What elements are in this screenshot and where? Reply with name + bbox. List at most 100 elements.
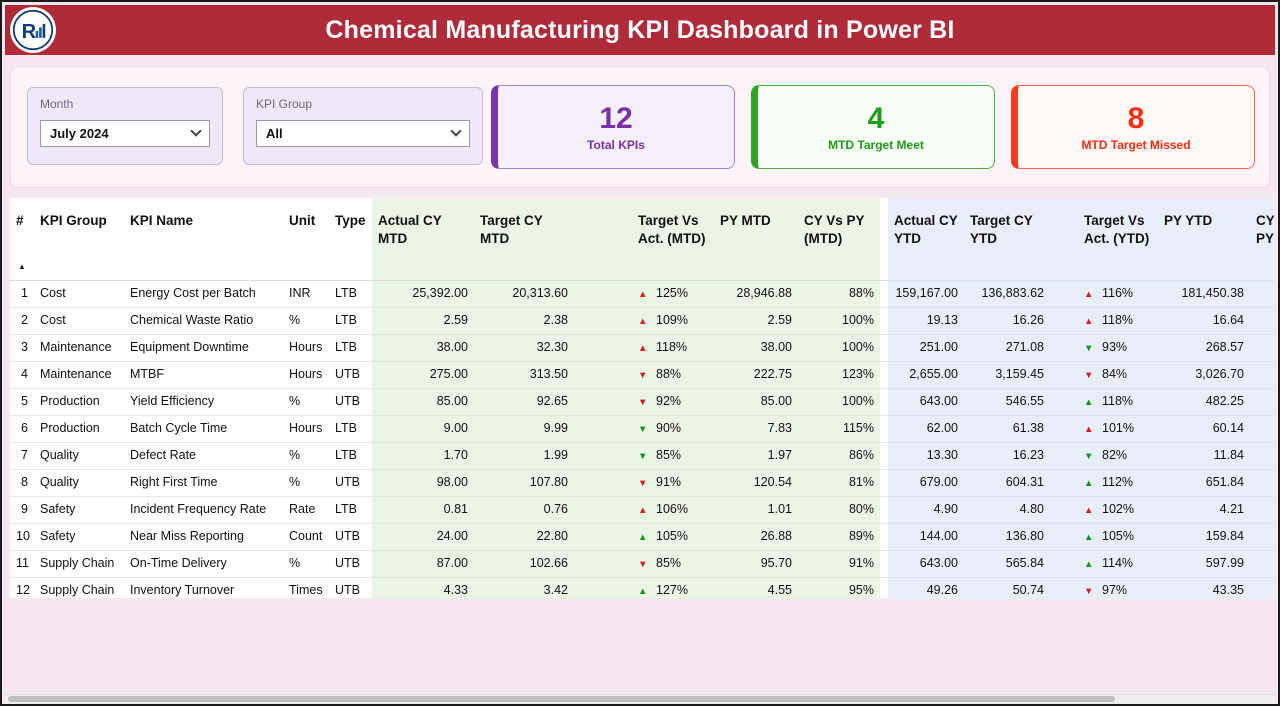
cell-target-vs-act-mtd-pct: 118% [656, 339, 688, 354]
cell-unit: % [283, 307, 329, 335]
cell-target-vs-act-mtd: ▼ 85% [574, 442, 714, 470]
cell-unit: % [283, 550, 329, 578]
trend-arrow-icon: ▲ [638, 288, 648, 300]
col-header-index[interactable]: # ▲ [10, 198, 34, 281]
table-row[interactable]: 11 Supply Chain On-Time Delivery % UTB 8… [10, 550, 1274, 578]
table-row[interactable]: 8 Quality Right First Time % UTB 98.00 1… [10, 469, 1274, 497]
cell-cy-vs-py-ytd [1250, 496, 1274, 524]
table-row[interactable]: 5 Production Yield Efficiency % UTB 85.0… [10, 388, 1274, 416]
cell-gap [880, 307, 888, 335]
cell-target-cy-ytd: 16.26 [964, 307, 1050, 335]
cell-gap [880, 388, 888, 416]
col-header-cy-vs-py-mtd[interactable]: CY Vs PY (MTD) [798, 198, 880, 281]
cell-target-vs-act-ytd: ▲ 101% [1050, 415, 1158, 443]
trend-arrow-icon: ▲ [1084, 558, 1094, 570]
trend-arrow-icon: ▼ [1084, 585, 1094, 597]
cell-kpi-name: Batch Cycle Time [124, 415, 283, 443]
cell-row-number: 8 [10, 469, 34, 497]
cell-cy-vs-py-mtd: 88% [798, 280, 880, 308]
cell-target-cy-mtd: 313.50 [474, 361, 574, 389]
cell-actual-cy-ytd: 643.00 [888, 388, 964, 416]
col-header-actual-cy-mtd[interactable]: Actual CY MTD [372, 198, 474, 281]
cell-py-mtd: 7.83 [714, 415, 798, 443]
cell-cy-vs-py-mtd: 95% [798, 577, 880, 598]
col-header-target-vs-act-ytd[interactable]: Target Vs Act. (YTD) [1050, 198, 1158, 281]
cell-kpi-name: Equipment Downtime [124, 334, 283, 362]
cell-target-vs-act-ytd-pct: 102% [1102, 501, 1134, 516]
cell-kpi-group: Cost [34, 307, 124, 335]
col-header-kpi-name[interactable]: KPI Name [124, 198, 283, 281]
cell-gap [880, 334, 888, 362]
cell-type: UTB [329, 550, 372, 578]
cell-target-cy-ytd: 61.38 [964, 415, 1050, 443]
col-header-unit[interactable]: Unit [283, 198, 329, 281]
cell-py-mtd: 28,946.88 [714, 280, 798, 308]
sort-indicator-icon: ▲ [18, 261, 26, 271]
cell-cy-vs-py-mtd: 91% [798, 550, 880, 578]
cell-row-number: 5 [10, 388, 34, 416]
trend-arrow-icon: ▼ [1084, 450, 1094, 462]
cell-target-vs-act-mtd-pct: 88% [656, 366, 682, 381]
cell-target-vs-act-ytd-pct: 84% [1102, 366, 1128, 381]
kpi-group-dropdown[interactable]: All [256, 120, 470, 147]
cell-target-vs-act-ytd-pct: 116% [1102, 285, 1134, 300]
table-row[interactable]: 10 Safety Near Miss Reporting Count UTB … [10, 523, 1274, 551]
horizontal-scrollbar-thumb[interactable] [8, 696, 1115, 702]
cell-py-ytd: 11.84 [1158, 442, 1250, 470]
cell-target-vs-act-mtd-pct: 85% [656, 555, 682, 570]
cell-unit: Hours [283, 334, 329, 362]
col-header-actual-cy-ytd[interactable]: Actual CY YTD [888, 198, 964, 281]
trend-arrow-icon: ▼ [638, 558, 648, 570]
col-header-kpi-group[interactable]: KPI Group [34, 198, 124, 281]
table-row[interactable]: 2 Cost Chemical Waste Ratio % LTB 2.59 2… [10, 307, 1274, 335]
month-dropdown[interactable]: July 2024 [40, 120, 210, 147]
cell-unit: % [283, 469, 329, 497]
col-header-py-mtd[interactable]: PY MTD [714, 198, 798, 281]
cell-cy-vs-py-mtd: 100% [798, 388, 880, 416]
cell-kpi-name: Right First Time [124, 469, 283, 497]
table-row[interactable]: 1 Cost Energy Cost per Batch INR LTB 25,… [10, 280, 1274, 308]
cell-kpi-group: Maintenance [34, 361, 124, 389]
cell-py-ytd: 60.14 [1158, 415, 1250, 443]
cell-target-vs-act-mtd: ▲ 105% [574, 523, 714, 551]
table-row[interactable]: 7 Quality Defect Rate % LTB 1.70 1.99 ▼ 8… [10, 442, 1274, 470]
trend-arrow-icon: ▲ [638, 342, 648, 354]
table-row[interactable]: 4 Maintenance MTBF Hours UTB 275.00 313.… [10, 361, 1274, 389]
trend-arrow-icon: ▼ [638, 477, 648, 489]
cell-row-number: 1 [10, 280, 34, 308]
cell-target-vs-act-mtd-pct: 85% [656, 447, 682, 462]
cell-gap [880, 469, 888, 497]
col-header-target-cy-mtd[interactable]: Target CY MTD [474, 198, 574, 281]
kpi-group-dropdown-value: All [266, 126, 283, 141]
cell-target-cy-mtd: 22.80 [474, 523, 574, 551]
cell-target-cy-ytd: 565.84 [964, 550, 1050, 578]
col-header-py-ytd[interactable]: PY YTD [1158, 198, 1250, 281]
mtd-target-missed-card: 8 MTD Target Missed [1011, 85, 1255, 169]
col-header-target-cy-ytd[interactable]: Target CY YTD [964, 198, 1050, 281]
cell-target-cy-mtd: 102.66 [474, 550, 574, 578]
table-row[interactable]: 3 Maintenance Equipment Downtime Hours L… [10, 334, 1274, 362]
cell-py-ytd: 16.64 [1158, 307, 1250, 335]
cell-gap [880, 361, 888, 389]
table-row[interactable]: 12 Supply Chain Inventory Turnover Times… [10, 577, 1274, 598]
cell-py-mtd: 2.59 [714, 307, 798, 335]
mtd-target-meet-label: MTD Target Meet [828, 138, 924, 152]
cell-cy-vs-py-ytd [1250, 442, 1274, 470]
cell-target-vs-act-mtd-pct: 91% [656, 474, 682, 489]
cell-target-vs-act-ytd: ▲ 116% [1050, 280, 1158, 308]
cell-target-vs-act-ytd: ▼ 93% [1050, 334, 1158, 362]
table-row[interactable]: 6 Production Batch Cycle Time Hours LTB … [10, 415, 1274, 443]
cell-type: UTB [329, 523, 372, 551]
cell-cy-vs-py-ytd [1250, 280, 1274, 308]
col-header-type[interactable]: Type [329, 198, 372, 281]
table-row[interactable]: 9 Safety Incident Frequency Rate Rate LT… [10, 496, 1274, 524]
cell-py-mtd: 26.88 [714, 523, 798, 551]
cell-kpi-group: Supply Chain [34, 550, 124, 578]
cell-actual-cy-ytd: 159,167.00 [888, 280, 964, 308]
col-header-target-vs-act-mtd[interactable]: Target Vs Act. (MTD) [574, 198, 714, 281]
trend-arrow-icon: ▼ [638, 450, 648, 462]
cell-target-cy-ytd: 604.31 [964, 469, 1050, 497]
col-header-cy-vs-py-ytd[interactable]: CY Vs PY (YTD) [1250, 198, 1274, 281]
cell-cy-vs-py-mtd: 86% [798, 442, 880, 470]
